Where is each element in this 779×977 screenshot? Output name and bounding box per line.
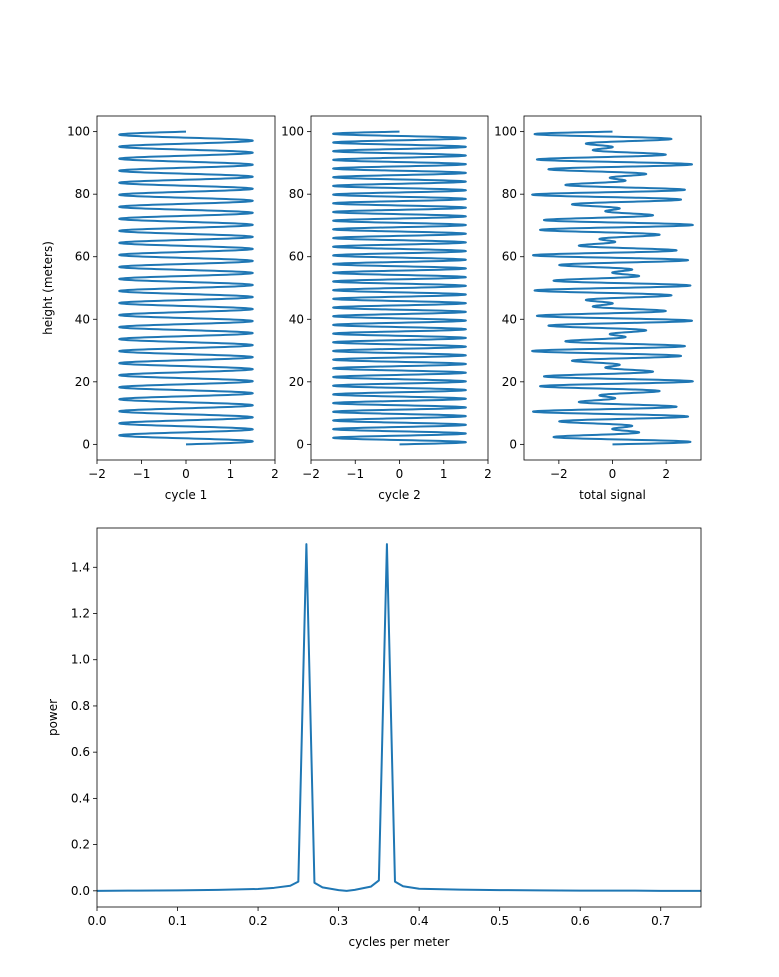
- x-tick-label: −1: [346, 467, 364, 481]
- x-tick-label: 1: [227, 467, 235, 481]
- y-tick-label: 40: [75, 312, 90, 326]
- y-axis-label: power: [46, 699, 60, 736]
- y-axis-label: height (meters): [41, 241, 55, 335]
- y-tick-label: 40: [502, 312, 517, 326]
- x-axis-label: cycle 1: [165, 488, 207, 502]
- x-axis-label: cycles per meter: [349, 935, 450, 949]
- x-tick-label: 2: [484, 467, 492, 481]
- y-tick-label: 0: [296, 437, 304, 451]
- y-tick-label: 0.2: [71, 838, 90, 852]
- y-tick-label: 0.0: [71, 884, 90, 898]
- x-tick-label: 0.4: [410, 914, 429, 928]
- x-tick-label: −1: [133, 467, 151, 481]
- x-tick-label: −2: [88, 467, 106, 481]
- x-tick-label: 0.2: [249, 914, 268, 928]
- x-tick-label: 0.5: [490, 914, 509, 928]
- y-tick-label: 60: [289, 250, 304, 264]
- x-tick-label: 0.0: [87, 914, 106, 928]
- axes-frame: [96, 527, 702, 908]
- x-tick-label: 0.1: [168, 914, 187, 928]
- y-tick-label: 100: [281, 125, 304, 139]
- x-tick-label: 0.6: [571, 914, 590, 928]
- y-tick-label: 1.4: [71, 560, 90, 574]
- x-tick-label: 2: [662, 467, 670, 481]
- panel-spectrum: 0.0 0.1 0.2 0.3 0.4 0.5 0.6 0.7 0.0 0.2 0.4 0.6 0.8 1…: [46, 527, 702, 949]
- y-tick-label: 0.6: [71, 745, 90, 759]
- y-tick-label: 1.0: [71, 653, 90, 667]
- x-tick-label: 0.7: [651, 914, 670, 928]
- y-tick-label: 60: [75, 250, 90, 264]
- x-tick-label: 0: [396, 467, 404, 481]
- y-tick-label: 100: [67, 125, 90, 139]
- x-tick-label: 1: [440, 467, 448, 481]
- series-line: [531, 130, 694, 446]
- y-tick-label: 20: [502, 375, 517, 389]
- y-tick-label: 0.8: [71, 699, 90, 713]
- y-tick-label: 0.4: [71, 791, 90, 805]
- x-tick-label: −2: [302, 467, 320, 481]
- y-tick-label: 80: [75, 187, 90, 201]
- y-tick-label: 1.2: [71, 607, 90, 621]
- y-tick-label: 40: [289, 312, 304, 326]
- x-tick-label: 0.3: [329, 914, 348, 928]
- y-tick-label: 0: [509, 437, 517, 451]
- y-tick-label: 20: [289, 375, 304, 389]
- series-line: [332, 130, 467, 446]
- y-tick-label: 0: [82, 437, 90, 451]
- y-tick-label: 20: [75, 375, 90, 389]
- x-tick-label: 0: [182, 467, 190, 481]
- series-line: [97, 543, 701, 892]
- y-tick-label: 80: [289, 187, 304, 201]
- x-tick-label: −2: [550, 467, 568, 481]
- x-tick-label: 2: [271, 467, 279, 481]
- y-tick-label: 80: [502, 187, 517, 201]
- x-tick-label: 0: [609, 467, 617, 481]
- y-tick-label: 60: [502, 250, 517, 264]
- axes-frame: [523, 115, 702, 461]
- x-axis-label: cycle 2: [378, 488, 420, 502]
- axes-frame: [310, 115, 489, 461]
- axes-frame: [96, 115, 276, 461]
- y-tick-label: 100: [494, 125, 517, 139]
- series-line: [118, 130, 254, 446]
- x-axis-label: total signal: [579, 488, 646, 502]
